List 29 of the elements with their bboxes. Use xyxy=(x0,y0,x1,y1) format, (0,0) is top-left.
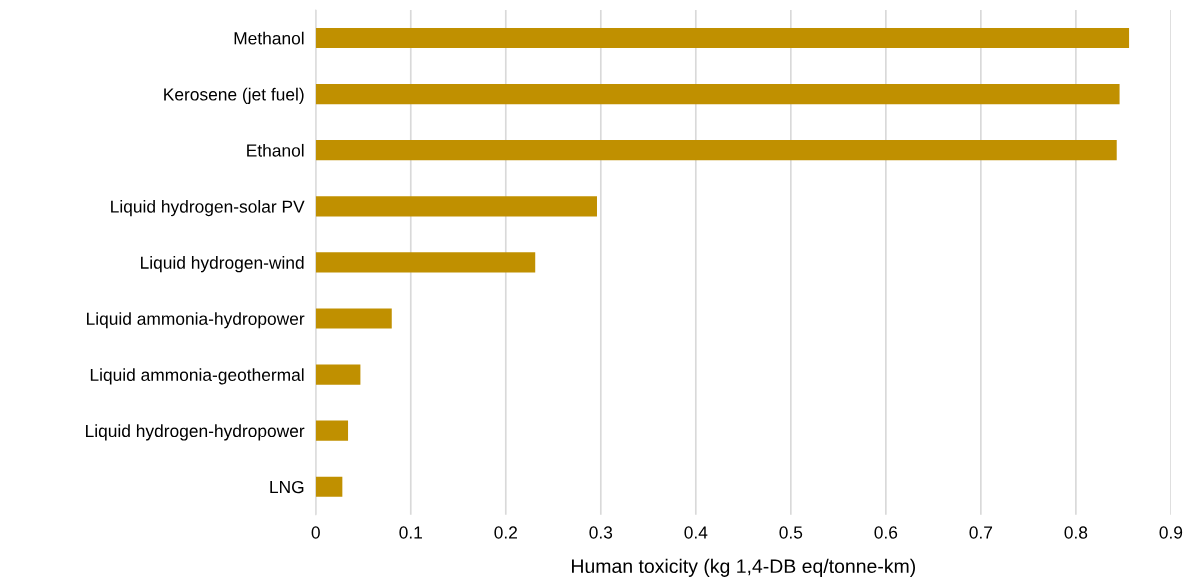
x-tick-label: 0.8 xyxy=(1064,526,1088,539)
y-tick-label: LNG xyxy=(270,480,304,494)
y-tick-label: Liquid hydrogen-hydropower xyxy=(86,424,305,441)
x-tick-label: 0.9 xyxy=(1159,526,1183,539)
x-tick-label: 0.6 xyxy=(874,526,898,539)
x-tick-label: 0.7 xyxy=(969,526,993,539)
bar xyxy=(315,196,597,217)
bar xyxy=(315,420,349,441)
y-tick-label: Liquid hydrogen-solar PV xyxy=(111,200,305,217)
bar xyxy=(315,84,1120,105)
y-tick-label: Ethanol xyxy=(247,143,304,157)
x-tick-label: 0 xyxy=(311,526,320,539)
bar xyxy=(315,476,343,497)
x-tick-label: 0.4 xyxy=(684,526,708,539)
bar xyxy=(315,27,1130,49)
x-axis-title: Human toxicity (kg 1,4-DB eq/tonne-km) xyxy=(572,558,916,577)
bar xyxy=(315,308,392,329)
y-tick-label: Liquid ammonia-geothermal xyxy=(90,368,304,385)
x-tick-label: 0.1 xyxy=(399,526,422,539)
y-tick-label: Kerosene (jet fuel) xyxy=(164,87,304,105)
bar xyxy=(315,140,1117,161)
y-tick-label: Methanol xyxy=(234,31,304,45)
y-tick-label: Liquid ammonia-hydropower xyxy=(87,312,305,329)
y-tick-label: Liquid hydrogen-wind xyxy=(141,256,304,273)
bar xyxy=(315,364,361,385)
x-tick-label: 0.5 xyxy=(779,526,803,539)
bar xyxy=(315,252,536,273)
x-tick-label: 0.3 xyxy=(589,526,613,539)
x-tick-label: 0.2 xyxy=(494,526,517,539)
